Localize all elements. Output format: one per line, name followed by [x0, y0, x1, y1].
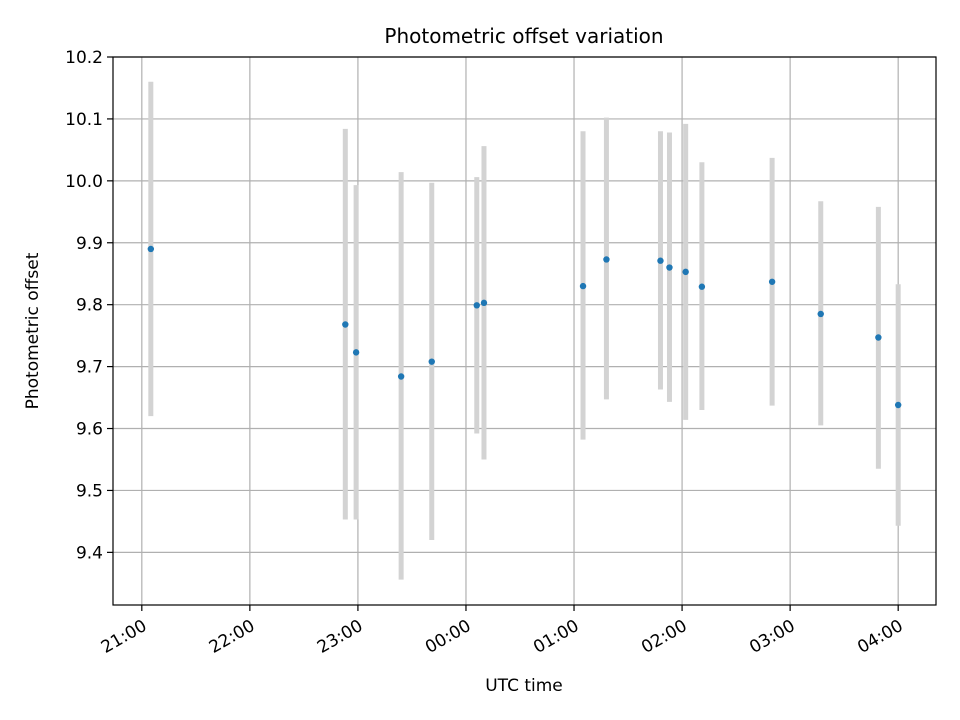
data-point — [603, 256, 610, 263]
data-point — [698, 283, 706, 290]
x-axis-label: UTC time — [485, 676, 563, 696]
data-point — [682, 268, 689, 276]
data-points — [147, 245, 902, 409]
y-tick-label: 10.1 — [65, 110, 103, 130]
data-point — [894, 401, 902, 409]
y-tick-label: 10.0 — [65, 172, 103, 192]
chart-title: Photometric offset variation — [384, 24, 663, 48]
data-point — [147, 245, 155, 253]
data-point — [817, 310, 824, 318]
data-point — [875, 334, 882, 341]
data-point — [480, 299, 488, 307]
plot-frame — [112, 56, 937, 606]
data-point — [657, 257, 664, 264]
y-tick-label: 10.2 — [65, 48, 103, 68]
data-point — [352, 349, 360, 356]
data-point — [428, 358, 435, 365]
y-tick-label: 9.5 — [76, 481, 103, 501]
data-point — [342, 321, 349, 328]
y-tick-label: 9.9 — [76, 234, 103, 254]
data-point — [579, 282, 587, 290]
data-point — [397, 373, 405, 380]
y-axis-ticks: 9.4 9.5 9.6 9.7 9.8 9.9 10.0 10.1 10.2 — [65, 48, 113, 563]
y-tick-label: 9.6 — [76, 420, 103, 440]
data-point — [768, 278, 776, 285]
y-tick-label: 9.7 — [76, 358, 103, 378]
y-tick-label: 9.4 — [76, 543, 103, 563]
data-point — [473, 302, 480, 309]
y-tick-label: 9.8 — [76, 296, 103, 316]
y-axis-label: Photometric offset — [23, 252, 43, 409]
data-point — [666, 264, 673, 271]
